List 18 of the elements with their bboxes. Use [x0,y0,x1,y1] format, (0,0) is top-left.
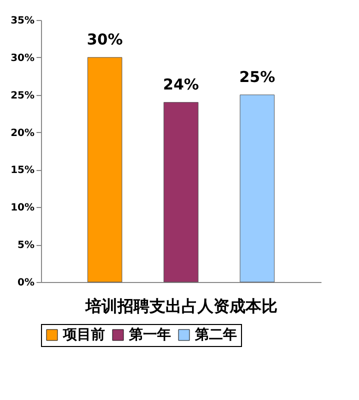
legend-label: 第二年 [194,327,237,343]
y-tick-label: 30% [10,52,34,64]
data-label: 30% [86,30,123,48]
y-tick-label: 10% [10,202,34,214]
y-tick-label: 25% [10,90,34,102]
data-label: 24% [163,75,199,94]
y-tick-label: 35% [10,16,34,26]
y-tick-label: 5% [18,240,34,252]
legend-label: 项目前 [62,327,105,343]
bar [87,57,122,282]
y-tick-label: 15% [10,165,34,176]
y-tick-label: 20% [10,128,34,139]
y-tick-label: 0% [18,278,34,288]
legend-label: 第一年 [128,327,171,343]
data-label: 25% [239,68,276,86]
x-axis-title: 培训招聘支出占人资成本比 [84,296,278,316]
bar [240,94,275,282]
bar [164,102,198,282]
